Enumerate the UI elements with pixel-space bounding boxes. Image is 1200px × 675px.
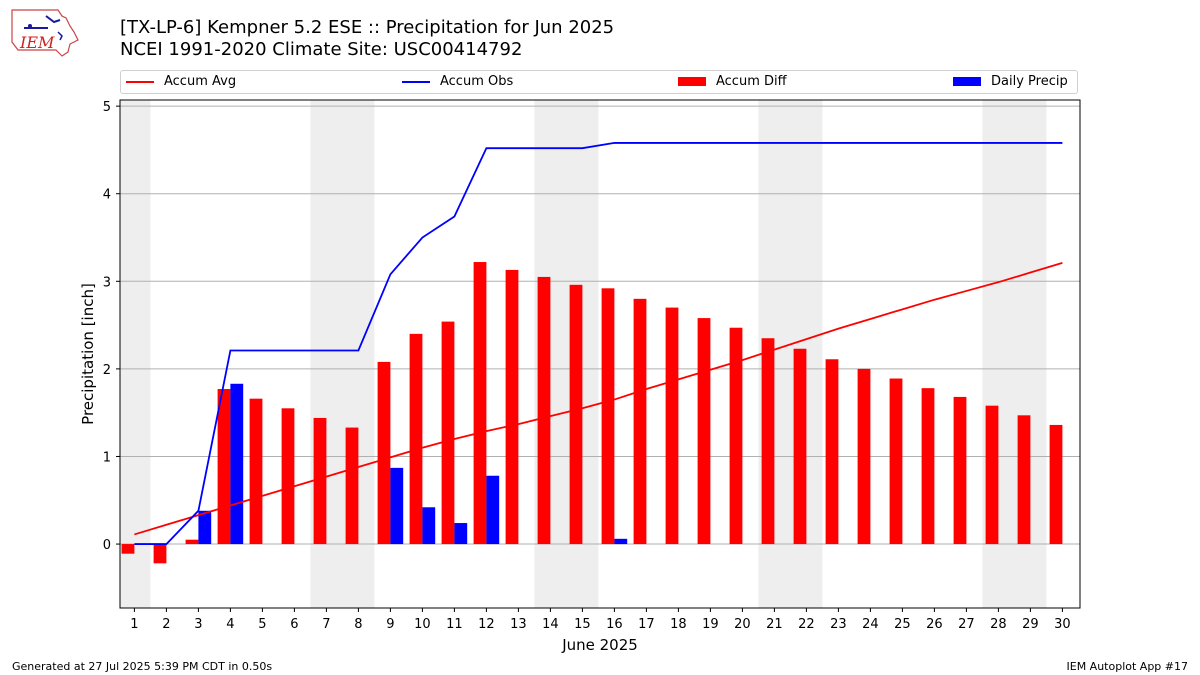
diff-bar bbox=[697, 318, 711, 545]
chart-subtitle: NCEI 1991-2020 Climate Site: USC00414792 bbox=[120, 39, 523, 60]
diff-bar bbox=[505, 269, 519, 545]
daily-bar bbox=[230, 383, 244, 545]
daily-bar bbox=[454, 523, 468, 545]
y-tick-label: 4 bbox=[103, 188, 111, 203]
daily-bar bbox=[614, 538, 628, 545]
diff-bar bbox=[985, 405, 999, 545]
x-tick-label: 28 bbox=[990, 617, 1007, 632]
diff-bar bbox=[249, 398, 263, 545]
x-tick-label: 11 bbox=[446, 617, 463, 632]
app-note: IEM Autoplot App #17 bbox=[1066, 660, 1189, 673]
x-tick-label: 1 bbox=[130, 617, 138, 632]
x-tick-label: 16 bbox=[606, 617, 623, 632]
x-tick-label: 23 bbox=[830, 617, 847, 632]
legend-item-accum-obs: Accum Obs bbox=[402, 74, 513, 89]
diff-bar bbox=[569, 284, 583, 545]
diff-bar bbox=[1049, 424, 1063, 545]
x-tick-label: 27 bbox=[958, 617, 975, 632]
diff-bar bbox=[409, 333, 423, 545]
legend-swatch-diff bbox=[678, 77, 706, 86]
legend-item-accum-diff: Accum Diff bbox=[678, 74, 787, 89]
legend-swatch-obs bbox=[402, 80, 430, 83]
daily-bar bbox=[422, 507, 436, 545]
diff-bar bbox=[345, 427, 359, 545]
x-tick-label: 3 bbox=[194, 617, 202, 632]
y-tick-label: 2 bbox=[103, 363, 111, 378]
x-tick-label: 14 bbox=[542, 617, 559, 632]
accum-obs-line bbox=[134, 142, 1063, 545]
diff-bar bbox=[953, 396, 967, 545]
iem-logo: IEM bbox=[11, 9, 79, 57]
x-tick-label: 15 bbox=[574, 617, 591, 632]
x-tick-label: 20 bbox=[734, 617, 751, 632]
accum-avg-line bbox=[134, 262, 1063, 536]
x-tick-label: 8 bbox=[354, 617, 362, 632]
y-tick-label: 5 bbox=[103, 100, 111, 115]
daily-bar bbox=[198, 510, 212, 545]
diff-bar bbox=[857, 368, 871, 545]
x-tick-label: 9 bbox=[386, 617, 394, 632]
x-tick-label: 12 bbox=[478, 617, 495, 632]
x-tick-label: 7 bbox=[322, 617, 330, 632]
daily-bar bbox=[486, 475, 500, 545]
x-tick-label: 29 bbox=[1022, 617, 1039, 632]
x-tick-label: 4 bbox=[226, 617, 234, 632]
diff-bar bbox=[761, 338, 775, 545]
diff-bar bbox=[825, 359, 839, 545]
x-tick-label: 22 bbox=[798, 617, 815, 632]
x-tick-label: 26 bbox=[926, 617, 943, 632]
diff-bar bbox=[185, 539, 199, 545]
diff-bar bbox=[601, 288, 615, 545]
diff-bar bbox=[1017, 415, 1031, 545]
chart-title: [TX-LP-6] Kempner 5.2 ESE :: Precipitati… bbox=[120, 17, 615, 38]
legend-label-daily: Daily Precip bbox=[991, 74, 1068, 89]
generated-note: Generated at 27 Jul 2025 5:39 PM CDT in … bbox=[12, 660, 273, 673]
plot-frame bbox=[119, 99, 1081, 609]
x-tick-label: 25 bbox=[894, 617, 911, 632]
legend-item-accum-avg: Accum Avg bbox=[126, 74, 236, 89]
daily-bar bbox=[390, 467, 404, 545]
x-tick-label: 21 bbox=[766, 617, 783, 632]
legend-label-avg: Accum Avg bbox=[164, 74, 237, 89]
x-tick-label: 5 bbox=[258, 617, 266, 632]
logo-text: IEM bbox=[19, 33, 55, 52]
x-tick-label: 24 bbox=[862, 617, 879, 632]
legend-label-diff: Accum Diff bbox=[716, 74, 787, 89]
weekend-band bbox=[120, 100, 151, 608]
diff-bar bbox=[665, 307, 679, 545]
diff-bar bbox=[217, 389, 231, 545]
diff-bar bbox=[313, 417, 327, 545]
legend-swatch-avg bbox=[126, 80, 154, 83]
x-tick-label: 13 bbox=[510, 617, 527, 632]
diff-bar bbox=[121, 544, 135, 554]
diff-bar bbox=[729, 327, 743, 545]
diff-bar bbox=[473, 262, 487, 545]
diff-bar bbox=[281, 408, 295, 545]
y-axis-label: Precipitation [inch] bbox=[79, 283, 97, 425]
diff-bar bbox=[921, 388, 935, 545]
legend: Accum Avg Accum Obs Accum Diff Daily Pre… bbox=[120, 70, 1078, 94]
x-tick-label: 10 bbox=[414, 617, 431, 632]
diff-bar bbox=[441, 321, 455, 545]
y-tick-label: 0 bbox=[103, 538, 111, 553]
diff-bar bbox=[633, 298, 647, 545]
legend-label-obs: Accum Obs bbox=[440, 74, 514, 89]
x-axis-label: June 2025 bbox=[561, 636, 638, 654]
diff-bar bbox=[889, 378, 903, 545]
y-tick-label: 3 bbox=[103, 275, 111, 290]
y-tick-label: 1 bbox=[103, 450, 111, 465]
legend-item-daily-precip: Daily Precip bbox=[953, 74, 1068, 89]
legend-swatch-daily bbox=[953, 77, 981, 86]
x-tick-label: 2 bbox=[162, 617, 170, 632]
x-tick-label: 18 bbox=[670, 617, 687, 632]
x-tick-label: 30 bbox=[1054, 617, 1071, 632]
diff-bar bbox=[377, 361, 391, 545]
diff-bar bbox=[537, 276, 551, 545]
diff-bar bbox=[793, 348, 807, 545]
x-tick-label: 19 bbox=[702, 617, 719, 632]
x-tick-label: 6 bbox=[290, 617, 298, 632]
diff-bar bbox=[153, 544, 167, 564]
x-tick-label: 17 bbox=[638, 617, 655, 632]
